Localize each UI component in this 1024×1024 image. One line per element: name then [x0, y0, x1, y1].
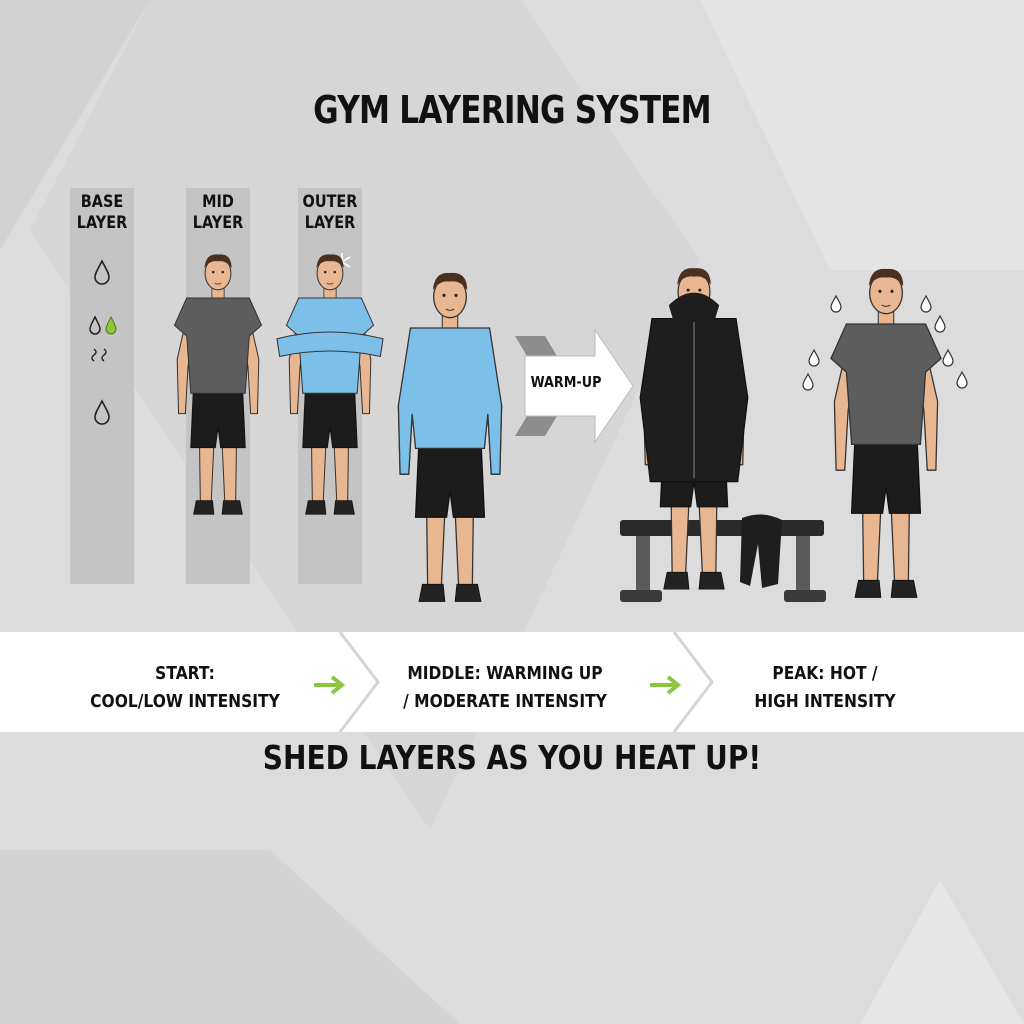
mid-layer-label: MID LAYER [192, 192, 244, 233]
stage-banner [0, 632, 1024, 732]
base-layer-icons [89, 259, 117, 425]
sweat-drop-icon [802, 294, 968, 391]
footer-slogan: SHED LAYERS AS YOU HEAT UP! [262, 738, 762, 777]
stage-peak: PEAK: HOT / HIGH INTENSITY [754, 663, 896, 712]
arrow-right-icon [314, 675, 682, 695]
mid-layer-figure [173, 253, 263, 515]
outer-layer-figure [276, 253, 384, 515]
green-drop-icon [105, 315, 117, 335]
start-figure [397, 272, 503, 603]
peak-figure [802, 268, 968, 599]
base-layer-label: BASE LAYER [76, 192, 128, 233]
outer-layer-label: OUTER LAYER [302, 192, 358, 233]
stage-middle: MIDDLE: WARMING UP / MODERATE INTENSITY [403, 663, 607, 712]
water-drop-icon [94, 399, 110, 425]
steam-icon [91, 348, 107, 362]
warmup-label: WARM-UP [530, 373, 602, 391]
base-layer-column [70, 188, 134, 584]
page-title: GYM LAYERING SYSTEM [313, 88, 711, 132]
stage-start: START: COOL/LOW INTENSITY [90, 663, 280, 712]
banner-chevrons [314, 632, 714, 732]
discarded-hoodie [740, 514, 782, 588]
arrow-right-icon [515, 328, 634, 444]
water-drop-icon [89, 315, 101, 335]
water-drop-icon [94, 259, 110, 285]
middle-figure [639, 267, 749, 590]
